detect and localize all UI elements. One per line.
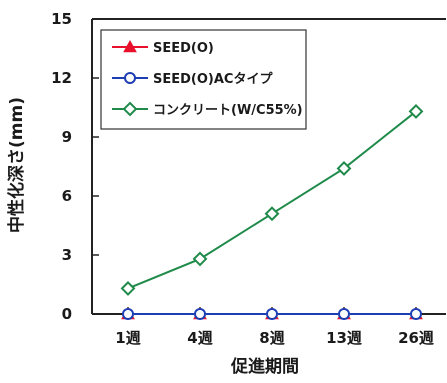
legend-marker [123, 39, 137, 53]
y-tick-label: 9 [62, 128, 72, 146]
x-tick-label: 4週 [187, 329, 212, 347]
data-point [120, 281, 136, 296]
x-tick-label: 26週 [398, 329, 434, 347]
data-point [408, 104, 424, 119]
data-point [192, 251, 208, 267]
data-point [338, 308, 350, 320]
data-point [410, 308, 422, 320]
data-point [264, 206, 280, 222]
data-point [194, 308, 206, 320]
y-tick-label: 0 [62, 305, 72, 323]
legend-marker [124, 72, 136, 84]
x-tick-label: 8週 [259, 329, 284, 347]
y-tick-label: 12 [51, 69, 72, 87]
legend-label: SEED(O)ACタイプ [153, 72, 273, 87]
x-tick-label: 1週 [115, 329, 140, 347]
legend-marker [122, 101, 138, 117]
legend-item: SEED(O) [112, 39, 214, 56]
series-2 [122, 308, 422, 320]
y-tick-label: 6 [62, 187, 72, 205]
y-axis-title: 中性化深さ(mm) [6, 97, 27, 233]
y-tick-label: 3 [62, 246, 72, 264]
series-3 [120, 104, 424, 296]
x-tick-label: 13週 [326, 329, 362, 347]
data-point [336, 161, 352, 176]
legend-item: コンクリート(W/C55%) [112, 101, 303, 118]
series-line [127, 110, 417, 290]
data-point [266, 308, 278, 320]
legend-item: SEED(O)ACタイプ [112, 72, 273, 87]
x-axis-title: 促進期間 [230, 356, 299, 377]
legend-label: SEED(O) [153, 41, 214, 56]
data-point [122, 308, 134, 320]
y-tick-label: 15 [51, 10, 72, 28]
legend-label: コンクリート(W/C55%) [153, 103, 303, 118]
